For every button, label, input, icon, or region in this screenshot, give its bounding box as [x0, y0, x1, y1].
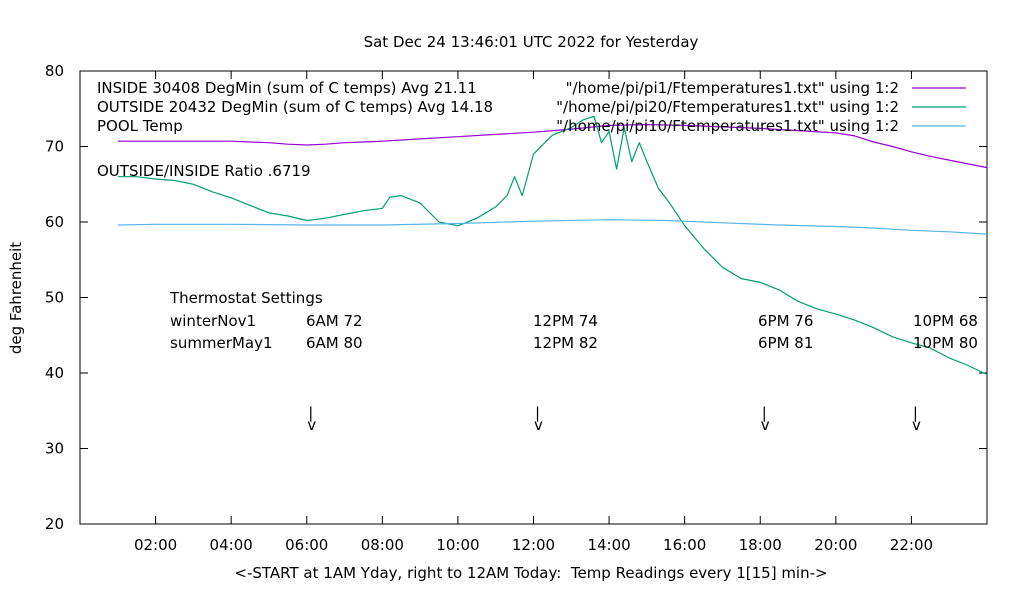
- thermostat-setting: 10PM 80: [913, 334, 978, 352]
- y-tick-label: 30: [45, 440, 64, 458]
- x-axis: 02:00 04:00 06:00 08:00 10:00 12:00 14:00 16:00…: [134, 71, 933, 554]
- x-tick-label: 10:00: [436, 536, 479, 554]
- x-tick-label: 08:00: [361, 536, 404, 554]
- x-tick-label: 04:00: [210, 536, 253, 554]
- thermostat-row-label: winterNov1: [170, 312, 256, 330]
- thermostat-setting: 10PM 68: [913, 312, 978, 330]
- annotations: OUTSIDE/INSIDE Ratio .6719 Thermostat Set…: [97, 162, 978, 434]
- legend-entry-source: "/home/pi/pi10/Ftemperatures1.txt" using…: [556, 117, 899, 135]
- y-axis: 20 30 40 50 60 70 80: [45, 62, 987, 533]
- thermostat-setting: 12PM 82: [533, 334, 598, 352]
- arrow-head: v: [761, 416, 770, 434]
- series-line-3: [117, 219, 988, 235]
- thermostat-title: Thermostat Settings: [169, 289, 323, 307]
- y-tick-label: 70: [45, 138, 64, 156]
- series-line-2: [117, 115, 988, 376]
- y-tick-label: 40: [45, 364, 64, 382]
- series-layer: [117, 115, 988, 376]
- thermostat-row-label: summerMay1: [170, 334, 273, 352]
- x-tick-label: 18:00: [739, 536, 782, 554]
- thermostat-setting: 12PM 74: [533, 312, 598, 330]
- chart-title: Sat Dec 24 13:46:01 UTC 2022 for Yesterd…: [364, 33, 699, 51]
- x-tick-label: 02:00: [134, 536, 177, 554]
- arrow-bar: |: [535, 404, 540, 422]
- y-tick-label: 80: [45, 62, 64, 80]
- legend-entry-source: "/home/pi/pi20/Ftemperatures1.txt" using…: [556, 98, 899, 116]
- thermostat-setting: 6AM 72: [306, 312, 363, 330]
- x-tick-label: 20:00: [814, 536, 857, 554]
- thermostat-setting: 6AM 80: [306, 334, 363, 352]
- series-line-1: [117, 123, 988, 169]
- arrow-bar: |: [308, 404, 313, 422]
- y-tick-label: 50: [45, 289, 64, 307]
- arrow-head: v: [534, 416, 543, 434]
- arrow-bar: |: [913, 404, 918, 422]
- x-tick-label: 06:00: [285, 536, 328, 554]
- arrow-bar: |: [762, 404, 767, 422]
- legend-entry-name: OUTSIDE 20432 DegMin (sum of C temps) Av…: [97, 98, 493, 116]
- thermostat-setting: 6PM 76: [758, 312, 813, 330]
- x-tick-label: 22:00: [890, 536, 933, 554]
- y-tick-label: 20: [45, 515, 64, 533]
- ratio-annotation: OUTSIDE/INSIDE Ratio .6719: [97, 162, 311, 180]
- x-tick-label: 16:00: [663, 536, 706, 554]
- arrow-head: v: [912, 416, 921, 434]
- legend: INSIDE 30408 DegMin (sum of C temps) Avg…: [97, 79, 966, 135]
- arrow-head: v: [307, 416, 316, 434]
- y-tick-label: 60: [45, 213, 64, 231]
- x-tick-label: 14:00: [587, 536, 630, 554]
- legend-entry-name: INSIDE 30408 DegMin (sum of C temps) Avg…: [97, 79, 477, 97]
- x-tick-label: 12:00: [512, 536, 555, 554]
- x-axis-label: <-START at 1AM Yday, right to 12AM Today…: [234, 564, 827, 582]
- y-axis-label: deg Fahrenheit: [7, 242, 25, 354]
- thermostat-setting: 6PM 81: [758, 334, 813, 352]
- legend-entry-name: POOL Temp: [97, 117, 183, 135]
- legend-entry-source: "/home/pi/pi1/Ftemperatures1.txt" using …: [566, 79, 899, 97]
